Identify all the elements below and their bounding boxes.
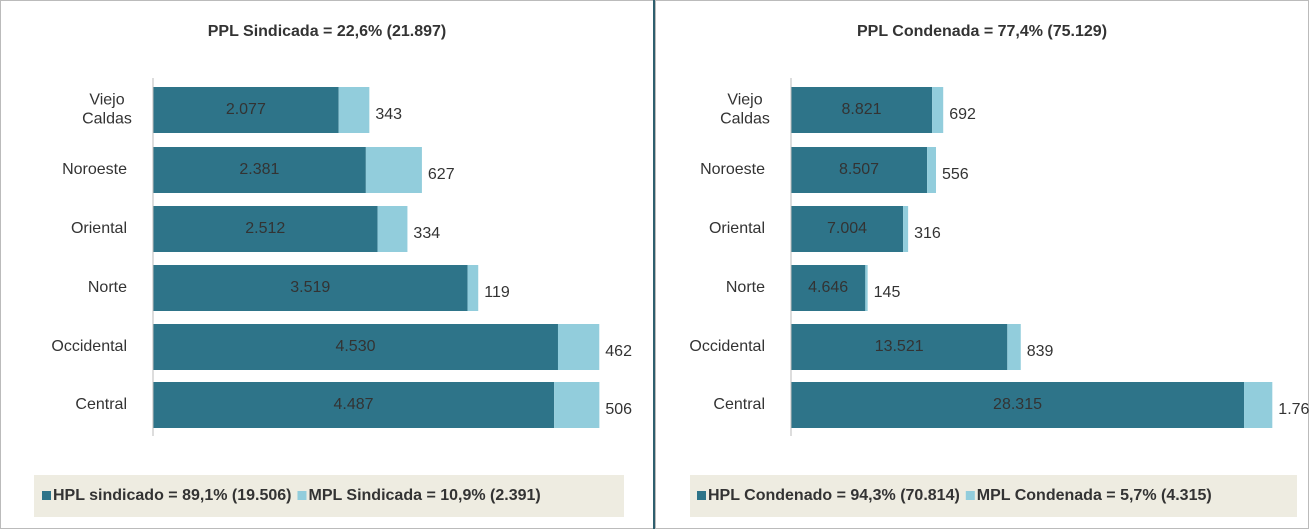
value-label: 2.077 (226, 101, 266, 118)
bar-segment (153, 87, 339, 133)
bar-segment (791, 324, 1008, 370)
value-label: 334 (413, 225, 440, 242)
legend-label: MPL Condenada = 5,7% (4.315) (977, 487, 1212, 504)
value-label: 28.315 (993, 396, 1042, 413)
value-label: 4.530 (335, 338, 375, 355)
bar-segment (153, 147, 366, 193)
value-label: 145 (874, 284, 901, 301)
value-label: 7.004 (827, 220, 867, 237)
panel-border (0, 0, 654, 529)
legend-swatch (697, 491, 706, 500)
legend-swatch (42, 491, 51, 500)
value-label: 1.767 (1278, 401, 1309, 418)
value-label: 2.381 (239, 161, 279, 178)
chart-title: PPL Condenada = 77,4% (75.129) (857, 23, 1107, 40)
y-tick-label: Viejo Caldas (82, 92, 132, 128)
bar-segment (791, 382, 1245, 428)
bar-segment (557, 324, 600, 370)
bar-segment (554, 382, 600, 428)
legend-box (690, 475, 1297, 517)
bar-segment (791, 147, 928, 193)
legend-label: HPL Condenado = 94,3% (70.814) (708, 487, 960, 504)
bar-segment (932, 87, 944, 133)
value-label: 627 (428, 166, 455, 183)
bar-segment (791, 265, 866, 311)
value-label: 556 (942, 166, 969, 183)
bar-segment (153, 206, 378, 252)
value-label: 4.646 (808, 279, 848, 296)
bar-segment (865, 265, 868, 311)
value-label: 8.507 (839, 161, 879, 178)
y-tick-label: Central (75, 396, 127, 413)
bar-segment (365, 147, 422, 193)
bar-segment (903, 206, 909, 252)
value-label: 462 (605, 343, 632, 360)
bar-segment (338, 87, 370, 133)
y-tick-label: Norte (88, 279, 127, 296)
value-label: 119 (484, 284, 510, 301)
value-label: 4.487 (334, 396, 374, 413)
legend-label: MPL Sindicada = 10,9% (2.391) (308, 487, 540, 504)
chart-title: PPL Sindicada = 22,6% (21.897) (208, 23, 447, 40)
y-tick-label: Oriental (709, 220, 765, 237)
bar-segment (791, 87, 933, 133)
value-label: 2.512 (245, 220, 285, 237)
bar-segment (1244, 382, 1273, 428)
value-label: 8.821 (842, 101, 882, 118)
y-tick-label: Noroeste (700, 161, 765, 178)
value-label: 316 (914, 225, 941, 242)
value-label: 3.519 (290, 279, 330, 296)
bar-segment (153, 265, 468, 311)
legend-box (34, 475, 624, 517)
legend-label: HPL sindicado = 89,1% (19.506) (53, 487, 291, 504)
bar-segment (153, 382, 555, 428)
value-label: 506 (605, 401, 632, 418)
bar-segment (1007, 324, 1021, 370)
bar-segment (467, 265, 479, 311)
bar-segment (791, 206, 904, 252)
y-tick-label: Occidental (51, 338, 127, 355)
value-label: 13.521 (875, 338, 924, 355)
value-label: 692 (949, 106, 976, 123)
y-tick-label: Noroeste (62, 161, 127, 178)
legend-swatch (965, 491, 975, 500)
y-tick-label: Oriental (71, 220, 127, 237)
y-tick-label: Occidental (689, 338, 765, 355)
y-tick-label: Central (713, 396, 765, 413)
value-label: 839 (1027, 343, 1054, 360)
bar-segment (927, 147, 937, 193)
bar-segment (377, 206, 408, 252)
value-label: 343 (375, 106, 402, 123)
bar-segment (153, 324, 558, 370)
legend-swatch (297, 491, 307, 500)
y-tick-label: Viejo Caldas (720, 92, 770, 128)
panel-border (655, 0, 1309, 529)
y-tick-label: Norte (726, 279, 765, 296)
